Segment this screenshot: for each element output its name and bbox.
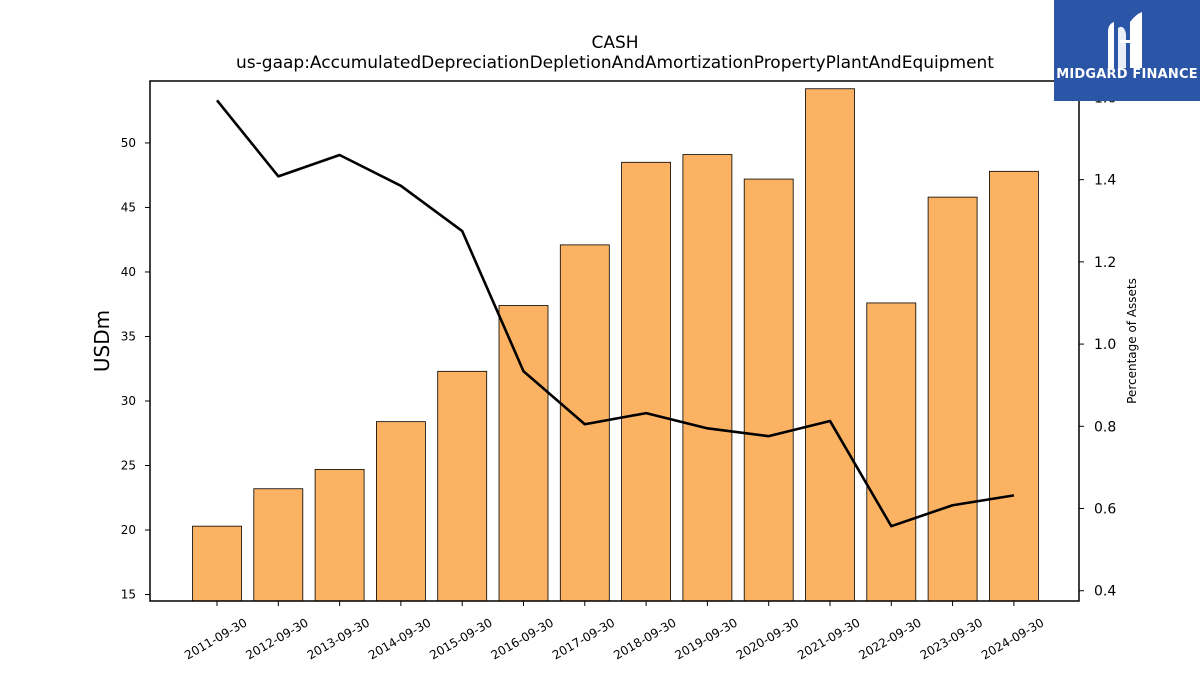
brand-name: MIDGARD FINANCE: [1056, 67, 1198, 82]
series-line: [215, 99, 1015, 528]
y2-tick-label: 1.0: [1094, 337, 1116, 353]
bars-group: [192, 88, 1039, 602]
line-group: [215, 99, 1015, 528]
x-tick-label: 2022-09-30: [856, 615, 923, 662]
y2-tick-label: 1.2: [1094, 255, 1116, 271]
x-tick-label: 2014-09-30: [366, 615, 433, 662]
plot-frame: [149, 80, 1080, 602]
y-axis-label: USDm: [90, 310, 114, 372]
chart-title: CASH: [591, 33, 638, 53]
bar: [743, 178, 794, 602]
y-tick-label: 30: [121, 394, 136, 408]
y-tick-label: 50: [121, 136, 136, 150]
x-tick-label: 2017-09-30: [550, 615, 617, 662]
bar: [927, 196, 978, 602]
x-tick-label: 2023-09-30: [918, 615, 985, 662]
midgard-m-logo-icon: [1108, 12, 1142, 68]
y-tick-label: 35: [121, 329, 136, 343]
x-tick-label: 2011-09-30: [182, 615, 249, 662]
x-tick-label: 2013-09-30: [305, 615, 372, 662]
x-tick-label: 2016-09-30: [489, 615, 556, 662]
y-tick-label: 45: [121, 200, 136, 214]
y2-tick-label: 0.6: [1094, 502, 1116, 518]
bar: [989, 170, 1039, 602]
x-tick-label: 2021-09-30: [795, 615, 862, 662]
x-tick-label: 2020-09-30: [734, 615, 801, 662]
bar: [682, 154, 733, 602]
x-tick-label: 2012-09-30: [243, 615, 310, 662]
bar: [498, 305, 549, 602]
y-tick-label: 25: [121, 459, 136, 473]
y-tick-label: 15: [121, 588, 136, 602]
bar: [805, 88, 855, 602]
chart-subtitle: us-gaap:AccumulatedDepreciationDepletion…: [236, 53, 994, 73]
y-tick-label: 20: [121, 523, 136, 537]
bar: [621, 161, 671, 602]
y-tick-label: 40: [121, 265, 136, 279]
y2-tick-label: 0.4: [1094, 584, 1116, 600]
bar: [253, 488, 304, 602]
bar: [866, 302, 917, 602]
brand-logo: MIDGARD FINANCE: [1054, 0, 1200, 101]
y2-axis: 0.40.60.81.01.21.41.6: [1079, 90, 1116, 600]
y2-tick-label: 1.4: [1094, 173, 1116, 189]
bar: [314, 468, 365, 602]
x-tick-label: 2015-09-30: [427, 615, 494, 662]
y2-axis-label: Percentage of Assets: [1125, 278, 1139, 404]
bar: [375, 421, 426, 602]
x-tick-label: 2024-09-30: [979, 615, 1046, 662]
bar: [437, 370, 488, 602]
y-axis: 15 20 25 30 35 40 45 50: [121, 136, 150, 602]
x-tick-label: 2018-09-30: [611, 615, 678, 662]
x-axis: 2011-09-302012-09-302013-09-302014-09-30…: [182, 601, 1046, 662]
bar: [192, 525, 242, 602]
x-tick-label: 2019-09-30: [672, 615, 739, 662]
y2-tick-label: 0.8: [1094, 419, 1116, 435]
